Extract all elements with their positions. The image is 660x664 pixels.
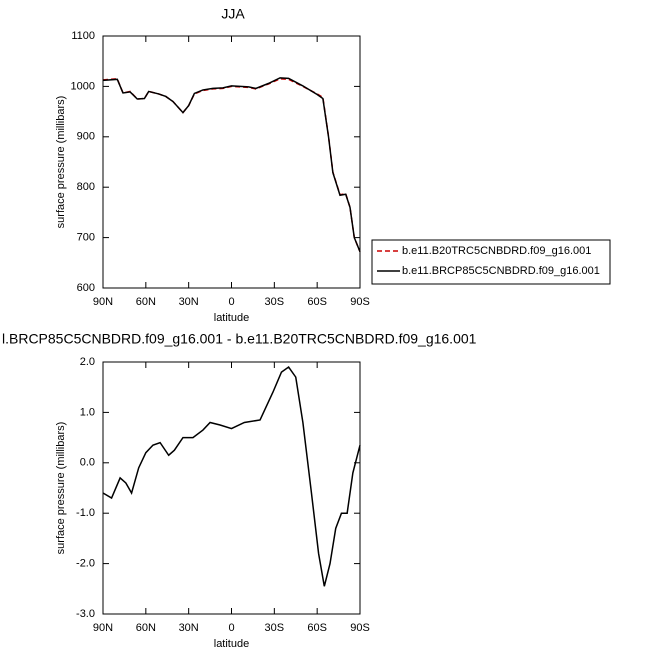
line-series [102,365,361,587]
y-axis-label: surface pressure (millibars) [55,96,67,229]
x-axis-label: latitude [214,312,249,324]
x-tick-label: 30S [265,622,285,634]
legend-label: b.e11.B20TRC5CNBDRD.f09_g16.001 [402,245,591,257]
x-tick-label: 90N [93,622,113,634]
x-tick-label: 60N [136,296,156,308]
x-tick-label: 0 [228,622,234,634]
x-tick-label: 60S [307,622,327,634]
y-tick-label: 900 [77,131,95,143]
x-tick-label: 60S [307,296,327,308]
plot-frame [102,35,361,289]
x-tick-label: 90S [350,296,370,308]
x-axis-label: latitude [214,638,249,650]
x-tick-label: 90S [350,622,370,634]
y-tick-label: -1.0 [76,507,95,519]
y-tick-label: 2.0 [80,356,95,368]
y-tick-label: 700 [77,232,95,244]
line-series [102,77,361,252]
line-series [102,78,361,252]
y-tick-label: 1.0 [80,406,95,418]
y-tick-label: 800 [77,181,95,193]
y-tick-label: 0.0 [80,457,95,469]
y-tick-label: 600 [77,282,95,294]
chart-title: l.BRCP85C5CNBDRD.f09_g16.001 - b.e11.B20… [2,331,477,347]
plot-frame [102,361,361,615]
chart-title: JJA [221,6,245,22]
x-tick-label: 60N [136,622,156,634]
x-tick-label: 30N [179,622,199,634]
legend-box [371,239,611,285]
x-tick-label: 0 [228,296,234,308]
y-tick-label: -3.0 [76,608,95,620]
y-tick-label: 1000 [71,80,95,92]
y-tick-label: -2.0 [76,558,95,570]
legend-label: b.e11.BRCP85C5CNBDRD.f09_g16.001 [402,265,600,277]
y-tick-label: 1100 [71,30,95,42]
y-axis-label: surface pressure (millibars) [55,422,67,555]
x-tick-label: 30N [179,296,199,308]
x-tick-label: 30S [265,296,285,308]
x-tick-label: 90N [93,296,113,308]
